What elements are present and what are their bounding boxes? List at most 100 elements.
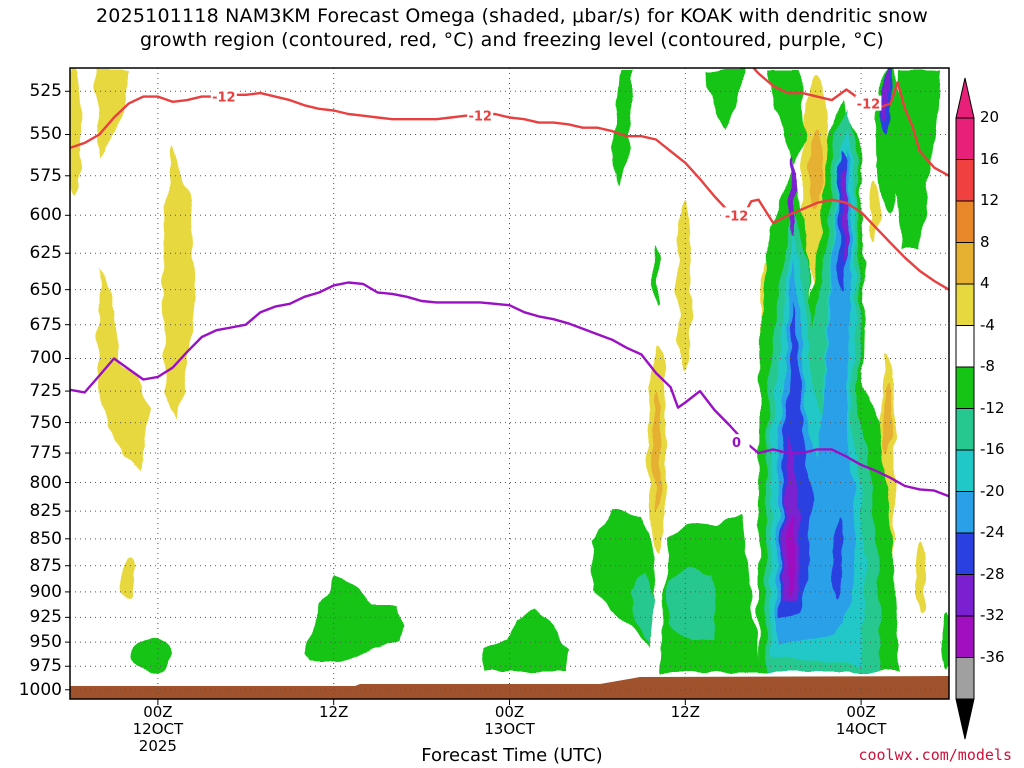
omega-area-green-11 xyxy=(768,70,805,165)
omega-area-green-7 xyxy=(482,610,568,672)
y-tick-label: 750 xyxy=(29,412,62,433)
y-tick-label: 525 xyxy=(29,81,62,102)
omega-area-green-4 xyxy=(895,70,940,250)
x-tick-label: 2025 xyxy=(138,737,177,755)
omega-area-green-2 xyxy=(705,70,745,130)
colorbar-label: 20 xyxy=(980,108,1000,126)
omega-area-yellow-6 xyxy=(677,200,691,370)
chart-title-line-2: growth region (contoured, red, °C) and f… xyxy=(140,29,884,51)
colorbar-bin xyxy=(955,574,975,617)
contour-label-text: -12 xyxy=(725,209,749,224)
terrain-surface xyxy=(70,676,949,699)
omega-area-purple-3 xyxy=(789,155,795,235)
omega-area-yellow-13 xyxy=(916,543,926,613)
y-tick-label: 800 xyxy=(29,472,62,493)
colorbar-bin xyxy=(955,200,975,243)
colorbar-label: -20 xyxy=(980,481,1005,500)
omega-area-orange-1 xyxy=(653,390,661,510)
omega-area-purple-4 xyxy=(883,70,889,120)
y-tick-label: 900 xyxy=(29,581,62,602)
colorbar-bin xyxy=(955,532,975,575)
x-axis-title: Forecast Time (UTC) xyxy=(421,745,603,766)
x-tick-label: 14OCT xyxy=(835,720,887,738)
colorbar-over-arrow xyxy=(955,77,975,119)
contour-label-background xyxy=(467,107,494,123)
colorbar-bin xyxy=(955,325,975,368)
colorbar-bin xyxy=(955,242,975,285)
axis-ticks xyxy=(65,90,862,705)
contour-line-freezing-level xyxy=(70,281,949,498)
colorbar-label: -4 xyxy=(980,315,995,334)
colorbar-label: 16 xyxy=(980,149,1000,168)
contour-label-background xyxy=(723,434,750,450)
omega-area-yellow-3 xyxy=(162,145,196,420)
colorbar-bin xyxy=(955,615,975,658)
contour-label-background xyxy=(723,207,750,223)
colorbar-label: -36 xyxy=(980,647,1005,666)
omega-shading xyxy=(70,68,949,673)
y-tick-label: 625 xyxy=(29,243,62,264)
y-tick-label: 1000 xyxy=(18,679,62,700)
colorbar-label: -16 xyxy=(980,440,1005,458)
y-tick-label: 825 xyxy=(29,501,62,522)
omega-area-green-13 xyxy=(941,610,949,670)
colorbar-label: 4 xyxy=(980,274,990,292)
colorbar-label: -32 xyxy=(980,606,1005,624)
colorbar xyxy=(955,77,975,740)
contour-label-background xyxy=(210,88,237,104)
x-tick-label: 12OCT xyxy=(132,720,184,738)
x-tick-label: 00Z xyxy=(846,703,876,721)
colorbar-label: 12 xyxy=(980,191,1000,209)
contour-label-background xyxy=(855,95,882,111)
contour-label-text: -12 xyxy=(212,91,236,106)
x-tick-label: 12Z xyxy=(670,703,700,721)
chart-title-line-1: 2025101118 NAM3KM Forecast Omega (shaded… xyxy=(96,5,928,27)
y-tick-label: 925 xyxy=(29,607,62,628)
contour-label-text: -12 xyxy=(857,98,881,113)
omega-area-green-3 xyxy=(653,245,659,305)
y-tick-label: 950 xyxy=(29,632,62,653)
x-tick-label: 00Z xyxy=(143,703,173,721)
colorbar-label: -12 xyxy=(980,398,1005,417)
y-tick-label: 875 xyxy=(29,555,62,576)
colorbar-under-arrow xyxy=(955,698,975,740)
omega-area-yellow-12 xyxy=(870,180,878,240)
colorbar-bin xyxy=(955,449,975,492)
omega-area-teal-2 xyxy=(668,568,716,640)
colorbar-bin xyxy=(955,408,975,451)
contour-label: -12 xyxy=(467,107,494,125)
x-tick-label: 00Z xyxy=(494,703,525,721)
x-tick-label: 12Z xyxy=(319,703,349,721)
omega-area-yellow-2 xyxy=(95,70,130,160)
omega-area-green-1 xyxy=(612,70,632,185)
colorbar-label: 8 xyxy=(980,232,990,251)
y-tick-label: 650 xyxy=(29,279,62,300)
omega-area-teal-1 xyxy=(630,572,656,645)
omega-area-yellow-5 xyxy=(121,558,135,598)
colorbar-bin xyxy=(955,159,975,202)
contour-label-text: -12 xyxy=(468,110,492,125)
colorbar-bin xyxy=(955,657,975,700)
grid-lines xyxy=(70,68,949,699)
contour-label: 0 xyxy=(723,434,750,451)
y-tick-label: 775 xyxy=(29,443,62,464)
omega-area-magenta-1 xyxy=(787,515,795,595)
y-tick-label: 600 xyxy=(29,205,62,226)
colorbar-label: -8 xyxy=(980,357,995,375)
contour-label: -12 xyxy=(723,207,750,224)
omega-area-orange-2 xyxy=(809,130,823,210)
omega-area-yellow-4 xyxy=(98,268,148,470)
colorbar-label: -24 xyxy=(980,523,1005,541)
omega-area-blue-3 xyxy=(833,520,843,600)
colorbar-label: -28 xyxy=(980,564,1005,583)
credit-text: coolwx.com/models xyxy=(858,746,1012,764)
y-tick-label: 700 xyxy=(29,348,62,369)
omega-area-green-12 xyxy=(876,68,900,215)
omega-area-orange-3 xyxy=(883,385,891,455)
omega-area-green-5 xyxy=(132,637,172,673)
colorbar-bin xyxy=(955,283,975,326)
y-tick-label: 725 xyxy=(29,381,62,402)
colorbar-bin xyxy=(955,117,975,160)
colorbar-bin xyxy=(955,366,975,409)
